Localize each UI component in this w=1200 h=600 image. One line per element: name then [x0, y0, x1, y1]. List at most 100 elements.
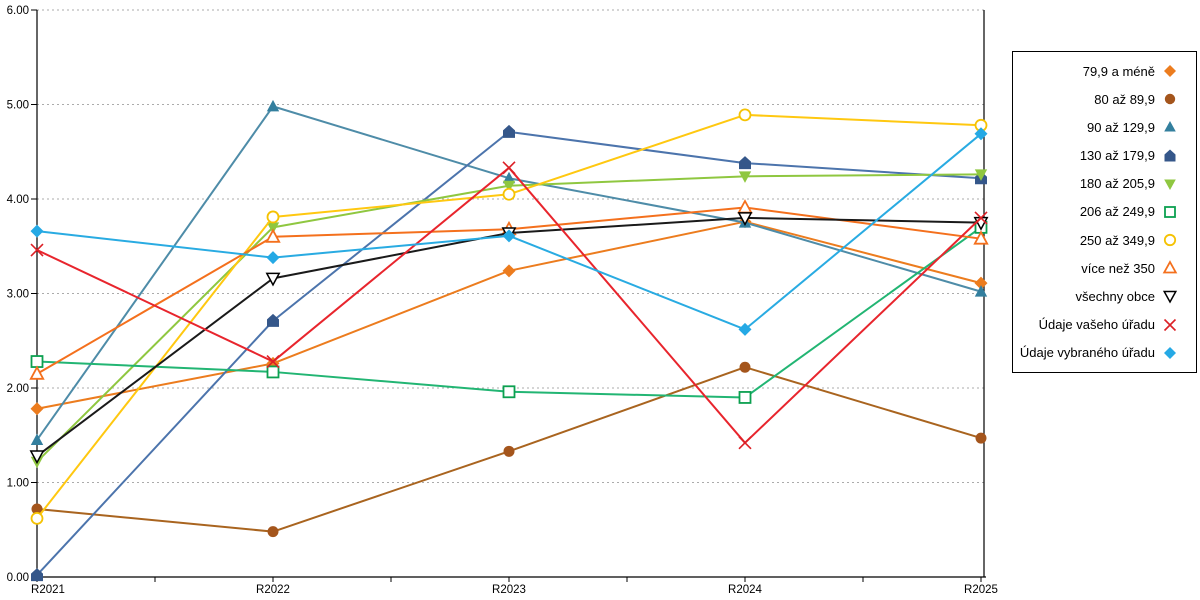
- data-point-marker-triangle-down-icon: [737, 212, 753, 226]
- data-point-marker-triangle-up-icon: [30, 433, 44, 445]
- x-axis-tick-label: R2024: [728, 584, 762, 596]
- data-point-marker-square-icon: [738, 391, 752, 404]
- y-axis-tick-label: 2.00: [7, 383, 29, 395]
- series-10: [30, 161, 988, 450]
- data-point-marker-x-icon: [502, 161, 516, 175]
- legend-label: 206 až 249,9: [1079, 204, 1155, 220]
- data-point-marker-square-icon: [266, 365, 280, 379]
- series-2: [31, 361, 987, 538]
- legend-marker-triangle-up-icon: [1164, 121, 1176, 132]
- legend-item-4: 130 až 179,9: [1013, 148, 1196, 164]
- data-point-marker-x-icon: [738, 436, 752, 450]
- legend-item-10: Údaje vašeho úřadu: [1013, 317, 1196, 333]
- data-point-marker-triangle-up-icon: [29, 365, 45, 380]
- series-3: [30, 99, 988, 445]
- data-point-marker-square-icon: [502, 385, 516, 399]
- data-point-marker-diamond-icon: [502, 229, 516, 243]
- data-point-marker-circle-icon: [31, 503, 43, 515]
- series-11: [30, 127, 988, 336]
- data-point-marker-triangle-up-icon: [737, 199, 753, 214]
- legend-label: 180 až 205,9: [1079, 176, 1155, 192]
- data-point-marker-triangle-up-icon: [266, 99, 280, 112]
- data-point-marker-circle-icon: [30, 512, 44, 525]
- series-7: [30, 108, 988, 525]
- series-line: [36, 166, 982, 444]
- legend-label: 250 až 349,9: [1079, 232, 1155, 248]
- data-point-marker-circle-icon: [266, 210, 280, 224]
- series-9: [29, 212, 989, 465]
- legend-marker-circle-icon: [1163, 234, 1177, 247]
- legend-marker-diamond-icon: [1164, 346, 1176, 359]
- chart-plot-area: 0.00 1.00 2.00 3.00 4.00 5.00 6.00 R2021 R2022 R2…: [7, 5, 998, 596]
- data-point-marker-triangle-up-icon: [973, 230, 989, 245]
- data-point-marker-x-icon: [266, 354, 280, 369]
- legend-label: 80 až 89,9: [1094, 91, 1155, 107]
- x-axis-tick-label: R2023: [492, 584, 526, 596]
- x-axis-tick-label: R2022: [256, 584, 290, 596]
- y-axis-tick-label: 0.00: [7, 572, 29, 584]
- legend-marker-triangle-down-icon: [1164, 179, 1176, 190]
- legend-marker-triangle-up-icon: [1162, 260, 1178, 274]
- legend-item-9: všechny obce: [1013, 288, 1196, 305]
- data-point-marker-triangle-up-icon: [974, 285, 988, 297]
- legend-marker-triangle-down-icon: [1162, 291, 1178, 305]
- legend-item-2: 80 až 89,9: [1013, 91, 1196, 107]
- y-axis-tick-label: 1.00: [7, 478, 29, 490]
- legend-marker-circle-icon: [1164, 94, 1176, 105]
- legend-item-11: Údaje vybraného úřadu: [1013, 345, 1196, 361]
- legend-item-3: 90 až 129,9: [1013, 119, 1196, 135]
- series-line: [36, 173, 982, 463]
- data-point-marker-square-icon: [30, 355, 44, 368]
- data-point-marker-triangle-down-icon: [974, 169, 988, 181]
- legend-label: Údaje vybraného úřadu: [1019, 345, 1155, 361]
- legend-label: 130 až 179,9: [1079, 148, 1155, 164]
- series-5: [30, 169, 988, 469]
- series-6: [30, 220, 988, 404]
- data-point-marker-circle-icon: [503, 445, 515, 457]
- x-axis-tick-label: R2021: [31, 584, 65, 596]
- data-point-marker-circle-icon: [975, 432, 987, 444]
- data-point-marker-diamond-icon: [974, 276, 988, 290]
- data-point-marker-diamond-icon: [30, 224, 44, 238]
- legend-item-6: 206 až 249,9: [1013, 204, 1196, 220]
- chart-legend: 79,9 a méně 80 až 89,9 90 až 129,9 130 až 1…: [1012, 51, 1197, 373]
- data-point-marker-circle-icon: [267, 526, 279, 538]
- legend-marker-diamond-icon: [1164, 65, 1176, 78]
- data-point-marker-triangle-down-icon: [738, 171, 752, 183]
- data-point-marker-circle-icon: [502, 187, 516, 201]
- data-point-marker-diamond-icon: [738, 322, 752, 336]
- legend-item-8: více než 350: [1013, 260, 1196, 276]
- data-point-marker-pentagon-icon: [739, 156, 751, 170]
- data-point-marker-triangle-down-icon: [29, 450, 45, 465]
- data-point-marker-diamond-icon: [974, 127, 988, 141]
- data-point-marker-circle-icon: [738, 108, 752, 122]
- data-point-marker-diamond-icon: [266, 251, 280, 265]
- y-axis-tick-label: 6.00: [7, 5, 29, 17]
- legend-marker-square-icon: [1164, 206, 1176, 218]
- y-axis-tick-label: 3.00: [7, 289, 29, 301]
- series-4: [31, 124, 987, 582]
- legend-marker-x-icon: [1163, 318, 1177, 331]
- legend-marker-pentagon-icon: [1164, 149, 1176, 162]
- data-point-marker-x-icon: [974, 211, 988, 225]
- y-axis-tick-label: 4.00: [7, 194, 29, 206]
- data-point-marker-circle-icon: [739, 361, 751, 373]
- data-point-marker-pentagon-icon: [267, 313, 279, 327]
- x-axis-tick-label: R2025: [964, 584, 998, 596]
- data-point-marker-triangle-down-icon: [502, 180, 516, 193]
- data-point-marker-diamond-icon: [502, 264, 516, 278]
- data-point-marker-x-icon: [30, 243, 44, 257]
- data-point-marker-triangle-up-icon: [502, 171, 516, 184]
- data-point-marker-triangle-up-icon: [265, 228, 281, 243]
- data-point-marker-pentagon-icon: [31, 568, 43, 582]
- legend-item-5: 180 až 205,9: [1013, 176, 1196, 192]
- y-axis-tick-label: 5.00: [7, 100, 29, 112]
- legend-item-1: 79,9 a méně: [1013, 63, 1196, 79]
- data-point-marker-pentagon-icon: [503, 124, 515, 138]
- legend-label: více než 350: [1081, 260, 1155, 276]
- data-point-marker-diamond-icon: [30, 402, 44, 416]
- legend-label: 90 až 129,9: [1087, 119, 1155, 135]
- legend-label: všechny obce: [1075, 288, 1156, 304]
- axes: 0.00 1.00 2.00 3.00 4.00 5.00 6.00 R2021 R2022 R2…: [7, 5, 998, 596]
